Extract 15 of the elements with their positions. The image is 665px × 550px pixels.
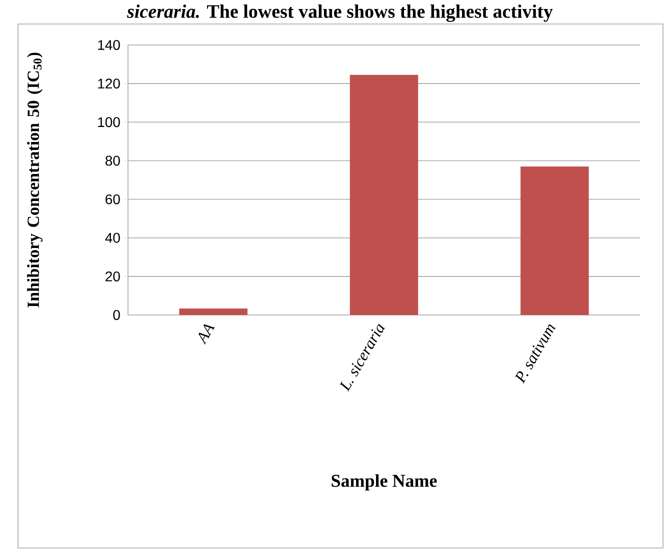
chart-title: siceraria. The lowest value shows the highest activity: [126, 4, 553, 22]
x-tick-label: AA: [198, 324, 215, 345]
y-tick-label: 60: [106, 194, 120, 204]
y-axis-title: Inhibitory Concentration 50 (IC$_{50}$): [27, 52, 43, 308]
y-tick-label: 80: [106, 156, 120, 166]
y-tick-label: 120: [98, 78, 120, 89]
y-tick-label: 0: [113, 310, 120, 320]
y-tick-label: 140: [98, 40, 120, 50]
y-tick-label: 100: [98, 117, 120, 128]
x-axis-title: Sample Name: [332, 474, 437, 491]
y-tick-label: 20: [106, 271, 120, 282]
bar: [350, 74, 418, 315]
bar: [179, 308, 248, 315]
bar: [520, 166, 589, 315]
y-tick-label: 40: [105, 232, 120, 243]
